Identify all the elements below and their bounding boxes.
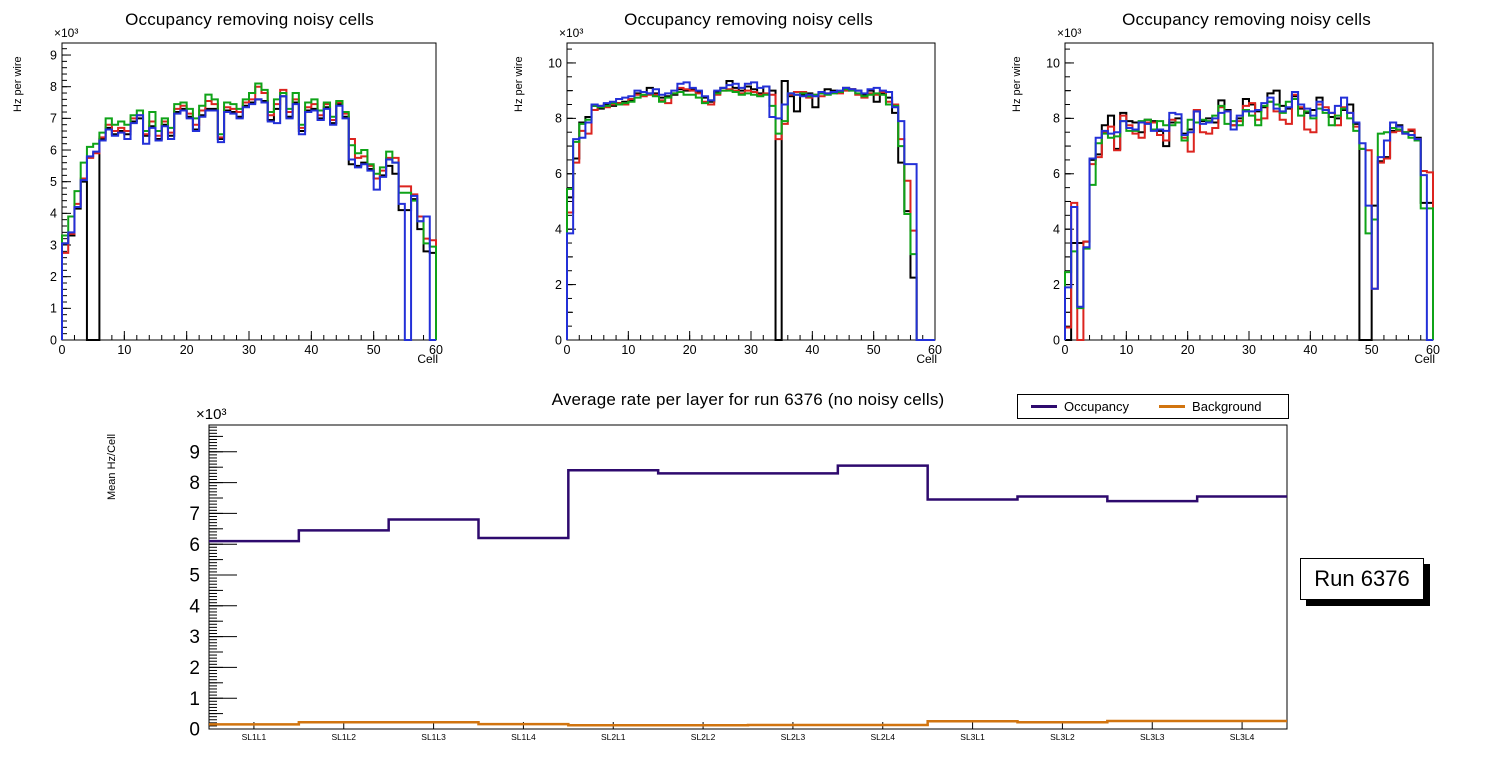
svg-text:4: 4 [555, 223, 562, 237]
svg-text:8: 8 [189, 473, 200, 494]
svg-text:10: 10 [117, 343, 131, 357]
svg-text:3: 3 [50, 238, 57, 252]
svg-text:8: 8 [555, 112, 562, 126]
svg-text:0: 0 [189, 720, 200, 741]
svg-text:30: 30 [242, 343, 256, 357]
svg-text:6: 6 [189, 535, 200, 556]
svg-text:60: 60 [429, 343, 443, 357]
bottom-panel-title: Average rate per layer for run 6376 (no … [551, 390, 945, 409]
svg-text:4: 4 [50, 207, 57, 221]
x-axis-title: Cell [916, 352, 937, 366]
svg-text:10: 10 [1119, 343, 1133, 357]
svg-text:SL2L4: SL2L4 [870, 732, 895, 742]
legend: Occupancy Background [1017, 394, 1289, 419]
y-axis-title: Mean Hz/Cell [106, 433, 118, 500]
svg-text:30: 30 [1242, 343, 1256, 357]
svg-text:60: 60 [1426, 343, 1440, 357]
svg-text:SL3L1: SL3L1 [960, 732, 985, 742]
svg-text:SL1L2: SL1L2 [331, 732, 356, 742]
svg-text:20: 20 [1181, 343, 1195, 357]
y-axis-title: Hz per wire [1011, 56, 1023, 112]
svg-text:4: 4 [1053, 223, 1060, 237]
svg-text:10: 10 [1046, 56, 1060, 70]
svg-text:40: 40 [805, 343, 819, 357]
occupancy-line-swatch [1031, 405, 1057, 408]
svg-text:50: 50 [867, 343, 881, 357]
legend-entry-background: Background [1159, 399, 1261, 414]
histogram-plot-sl1: 0 1 2 3 4 5 6 7 8 9 0 10 20 30 40 50 60 [50, 42, 443, 357]
svg-text:6: 6 [50, 143, 57, 157]
pad-occupancy-sl3: 0 2 4 6 8 10 0 10 20 30 40 50 60 Occupancy removing … [997, 0, 1496, 386]
svg-text:SL2L3: SL2L3 [781, 732, 806, 742]
svg-text:0: 0 [564, 343, 571, 357]
svg-text:50: 50 [367, 343, 381, 357]
svg-text:1: 1 [189, 689, 200, 710]
svg-text:6: 6 [1053, 167, 1060, 181]
svg-text:5: 5 [189, 566, 200, 587]
svg-text:0: 0 [1062, 343, 1069, 357]
background-line-swatch [1159, 405, 1186, 408]
svg-text:4: 4 [189, 596, 200, 617]
svg-text:50: 50 [1365, 343, 1379, 357]
svg-text:5: 5 [50, 175, 57, 189]
y-axis-multiplier: ×10³ [559, 26, 584, 40]
svg-text:0: 0 [50, 333, 57, 347]
svg-text:SL1L4: SL1L4 [511, 732, 536, 742]
svg-text:9: 9 [189, 442, 200, 463]
legend-label: Occupancy [1064, 399, 1130, 414]
svg-text:1: 1 [50, 302, 57, 316]
svg-text:40: 40 [304, 343, 318, 357]
svg-text:SL2L1: SL2L1 [601, 732, 626, 742]
histogram-plot-sl3: 0 2 4 6 8 10 0 10 20 30 40 50 60 [1046, 42, 1440, 357]
y-axis-multiplier: ×10³ [196, 406, 227, 423]
svg-text:SL3L4: SL3L4 [1230, 732, 1255, 742]
svg-text:0: 0 [555, 333, 562, 347]
svg-text:3: 3 [189, 627, 200, 648]
svg-text:7: 7 [189, 504, 200, 525]
svg-text:6: 6 [555, 167, 562, 181]
svg-text:0: 0 [1053, 333, 1060, 347]
pad-occupancy-sl2: 0 2 4 6 8 10 0 10 20 30 40 50 60 Occupancy removing … [499, 0, 998, 386]
svg-text:10: 10 [621, 343, 635, 357]
panel-title: Occupancy removing noisy cells [125, 10, 374, 29]
legend-entry-occupancy: Occupancy [1031, 399, 1129, 414]
average-rate-plot: 0 1 2 3 4 5 6 7 8 9 SL1L1 SL1L2 SL1L3 SL1L4 SL2L1 SL2L2… [189, 424, 1288, 742]
svg-text:SL2L2: SL2L2 [691, 732, 716, 742]
run-number-label: Run 6376 [1300, 558, 1424, 600]
y-axis-multiplier: ×10³ [54, 26, 79, 40]
svg-text:8: 8 [1053, 112, 1060, 126]
pad-average-rate: 0 1 2 3 4 5 6 7 8 9 SL1L1 SL1L2 SL1L3 SL1L4 SL2L1 SL2L2… [0, 386, 1496, 772]
svg-text:0: 0 [59, 343, 66, 357]
svg-text:9: 9 [50, 48, 57, 62]
svg-text:40: 40 [1303, 343, 1317, 357]
panel-title: Occupancy removing noisy cells [1122, 10, 1371, 29]
svg-text:60: 60 [928, 343, 942, 357]
legend-label: Background [1192, 399, 1262, 414]
x-axis-title: Cell [1414, 352, 1435, 366]
svg-text:2: 2 [50, 270, 57, 284]
x-axis-title: Cell [417, 352, 438, 366]
svg-text:SL3L3: SL3L3 [1140, 732, 1165, 742]
svg-text:SL1L1: SL1L1 [242, 732, 267, 742]
svg-text:8: 8 [50, 80, 57, 94]
panel-title: Occupancy removing noisy cells [624, 10, 873, 29]
y-axis-title: Hz per wire [513, 56, 525, 112]
svg-text:20: 20 [180, 343, 194, 357]
svg-text:SL1L3: SL1L3 [421, 732, 446, 742]
svg-text:30: 30 [744, 343, 758, 357]
svg-text:20: 20 [683, 343, 697, 357]
svg-text:10: 10 [548, 56, 562, 70]
y-axis-title: Hz per wire [12, 56, 24, 112]
svg-text:2: 2 [1053, 278, 1060, 292]
y-axis-multiplier: ×10³ [1057, 26, 1082, 40]
histogram-plot-sl2: 0 2 4 6 8 10 0 10 20 30 40 50 60 [548, 42, 942, 357]
svg-text:2: 2 [189, 658, 200, 679]
svg-text:SL3L2: SL3L2 [1050, 732, 1075, 742]
svg-text:7: 7 [50, 112, 57, 126]
pad-occupancy-sl1: 0 1 2 3 4 5 6 7 8 9 0 10 20 30 40 50 60 Occupancy removi… [0, 0, 499, 386]
svg-text:2: 2 [555, 278, 562, 292]
